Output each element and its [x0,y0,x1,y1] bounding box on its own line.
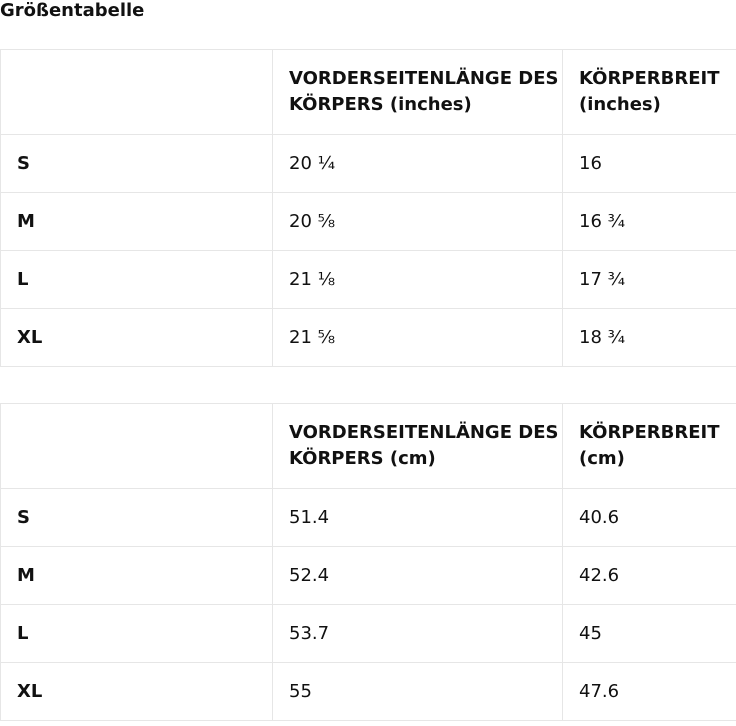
header-row: VORDERSEITENLÄNGE DES KÖRPERS (inches) KÖ… [0,49,736,135]
size-label: XL [0,662,273,721]
cell: 40.6 [562,488,736,547]
size-label: L [0,604,273,663]
row: M 52.4 42.6 [0,546,736,605]
header-cell: VORDERSEITENLÄNGE DES KÖRPERS (cm) [272,403,563,489]
size-table: VORDERSEITENLÄNGE DES KÖRPERS (cm) KÖRPER… [0,403,736,721]
row: S 20 ¼ 16 [0,134,736,193]
cell: 16 [562,134,736,193]
cell: 20 ¼ [272,134,563,193]
header-cell: VORDERSEITENLÄNGE DES KÖRPERS (inches) [272,49,563,135]
size-label: L [0,250,273,309]
header-cell: KÖRPERBREIT (inches) [562,49,736,135]
header-cell [0,403,273,489]
size-label: M [0,192,273,251]
title: Größentabelle [0,0,145,21]
cell: 53.7 [272,604,563,663]
size-label: XL [0,308,273,367]
cell: 47.6 [562,662,736,721]
cell: 18 ¾ [562,308,736,367]
header-cell: KÖRPERBREIT (cm) [562,403,736,489]
size-label: S [0,134,273,193]
cell: 17 ¾ [562,250,736,309]
cell: 16 ¾ [562,192,736,251]
cell: 20 ⅝ [272,192,563,251]
header-row: VORDERSEITENLÄNGE DES KÖRPERS (cm) KÖRPER… [0,403,736,489]
cell: 45 [562,604,736,663]
row: L 21 ⅛ 17 ¾ [0,250,736,309]
cell: 21 ⅛ [272,250,563,309]
row: M 20 ⅝ 16 ¾ [0,192,736,251]
size-table: VORDERSEITENLÄNGE DES KÖRPERS (inches) KÖ… [0,49,736,367]
row: XL 55 47.6 [0,662,736,721]
row: XL 21 ⅝ 18 ¾ [0,308,736,367]
size-label: S [0,488,273,547]
cell: 51.4 [272,488,563,547]
row: S 51.4 40.6 [0,488,736,547]
cell: 55 [272,662,563,721]
cell: 52.4 [272,546,563,605]
cell: 42.6 [562,546,736,605]
size-label: M [0,546,273,605]
row: L 53.7 45 [0,604,736,663]
header-cell [0,49,273,135]
cell: 21 ⅝ [272,308,563,367]
